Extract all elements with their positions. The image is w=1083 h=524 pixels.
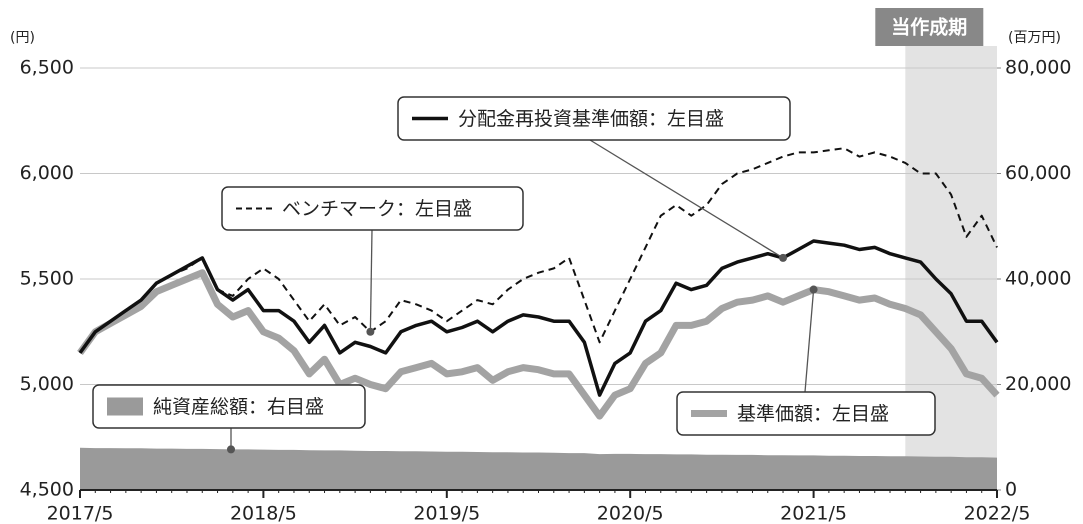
y-unit: (円)	[10, 30, 35, 46]
x-tick-label: 2021/5	[780, 503, 847, 524]
anchor-dot	[227, 445, 235, 454]
line	[78, 239, 999, 397]
legend-box	[221, 186, 524, 231]
y-tick-label: 4,500	[20, 479, 74, 501]
x-tick-label: 2019/5	[413, 503, 480, 524]
x-tick-label: 2018/5	[230, 503, 297, 524]
anchor-dot	[366, 327, 375, 336]
legend-label: 分配金再投資基準価額：左目盛	[458, 108, 724, 130]
legend-box	[676, 391, 936, 436]
x-tick-label: 2020/5	[597, 503, 664, 524]
legend-label: 純資産総額：右目盛	[153, 396, 324, 418]
anchor-dot	[809, 285, 818, 294]
y-tick-label: 6,500	[20, 57, 74, 79]
y-tick-label: 6,000	[20, 162, 74, 184]
leader	[589, 139, 784, 259]
leader	[369, 229, 373, 332]
y2-unit: (百万円)	[1008, 30, 1061, 46]
y-tick-label: 5,500	[20, 268, 74, 290]
legend-label: 基準価額：左目盛	[737, 403, 889, 425]
y2-tick-label: 80,000	[1005, 57, 1071, 79]
anchor-dot	[779, 253, 788, 262]
legend-box	[397, 96, 791, 141]
leader	[804, 289, 815, 393]
legend-swatch	[107, 397, 143, 416]
legend-label: ベンチマーク：左目盛	[282, 198, 472, 220]
x-tick-label: 2017/5	[47, 503, 114, 524]
x-tick-label: 2022/5	[964, 503, 1031, 524]
line	[79, 147, 998, 354]
y2-tick-label: 20,000	[1005, 373, 1071, 395]
legend-box	[92, 384, 366, 429]
y-tick-label: 5,000	[20, 373, 74, 395]
area	[80, 447, 997, 490]
y2-tick-label: 60,000	[1005, 162, 1071, 184]
y2-tick-label: 0	[1005, 479, 1017, 501]
period-label-bg	[875, 8, 984, 46]
period-label: 当作成期	[891, 16, 967, 39]
y2-tick-label: 40,000	[1005, 268, 1071, 290]
line	[77, 269, 1000, 420]
